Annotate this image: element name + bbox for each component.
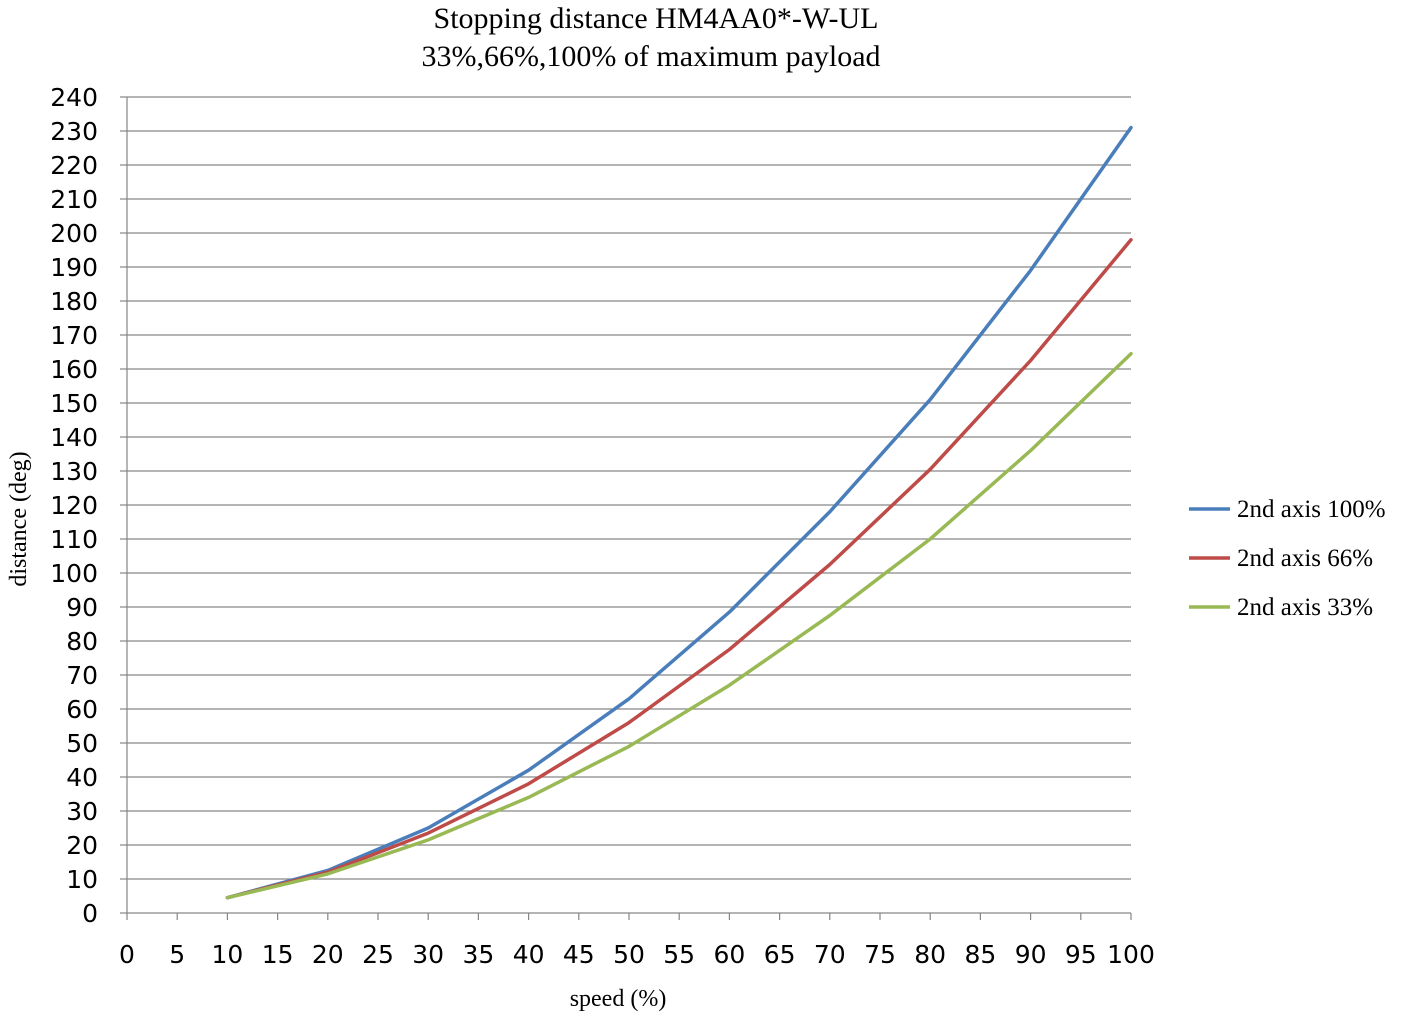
chart-subtitle: 33%,66%,100% of maximum payload	[421, 40, 880, 73]
y-tick-label: 30	[66, 797, 98, 826]
y-tick-label: 70	[66, 661, 98, 690]
x-tick-label: 35	[462, 940, 494, 969]
x-tick-label: 80	[914, 940, 946, 969]
x-tick-label: 95	[1065, 940, 1097, 969]
y-tick-label: 160	[50, 355, 98, 384]
x-tick-label: 10	[211, 940, 243, 969]
legend: 2nd axis 100% 2nd axis 66% 2nd axis 33%	[1189, 496, 1386, 621]
y-tick-label: 200	[50, 219, 98, 248]
x-tick-label: 5	[169, 940, 185, 969]
y-tick-label: 170	[50, 321, 98, 350]
x-tick-label: 0	[119, 940, 135, 969]
x-tick-label: 55	[663, 940, 695, 969]
gridlines	[127, 96, 1131, 880]
y-tick-label: 220	[50, 151, 98, 180]
chart-title: Stopping distance HM4AA0*-W-UL	[434, 2, 879, 35]
y-tick-label: 240	[50, 83, 98, 112]
x-tick-label: 20	[312, 940, 344, 969]
series-line-3	[225, 351, 1133, 900]
y-tick-label: 130	[50, 457, 98, 486]
y-tick-label: 190	[50, 253, 98, 282]
axes	[120, 96, 1132, 920]
series-line-2	[225, 238, 1133, 900]
y-tick-label: 230	[50, 117, 98, 146]
y-axis-title: distance (deg)	[6, 451, 32, 586]
y-tick-label: 110	[50, 525, 98, 554]
y-tick-label: 120	[50, 491, 98, 520]
x-tick-label: 40	[513, 940, 545, 969]
y-tick-label: 20	[66, 831, 98, 860]
x-axis-title: speed (%)	[570, 986, 667, 1012]
y-tick-label: 90	[66, 593, 98, 622]
y-tick-label: 210	[50, 185, 98, 214]
x-tick-label: 30	[412, 940, 444, 969]
y-tick-label: 10	[66, 865, 98, 894]
series-lines	[225, 125, 1133, 900]
legend-label: 2nd axis 100%	[1237, 496, 1386, 523]
x-tick-label: 15	[262, 940, 294, 969]
series-line-1	[225, 125, 1133, 900]
x-tick-label: 85	[964, 940, 996, 969]
legend-entry: 2nd axis 33%	[1189, 594, 1373, 621]
y-tick-label: 50	[66, 729, 98, 758]
y-tick-label: 180	[50, 287, 98, 316]
y-tick-label: 60	[66, 695, 98, 724]
x-tick-label: 60	[713, 940, 745, 969]
y-tick-label: 140	[50, 423, 98, 452]
y-tick-label: 0	[82, 899, 98, 928]
x-tick-label: 25	[362, 940, 394, 969]
y-tick-label: 150	[50, 389, 98, 418]
legend-entry: 2nd axis 100%	[1189, 496, 1386, 523]
x-tick-labels: 0 5 10 15 20 25 30 35 40 45 50 55 60 65 70 75 80 85 90 95 10…	[119, 940, 1155, 969]
x-tick-label: 100	[1107, 940, 1155, 969]
y-tick-label: 40	[66, 763, 98, 792]
y-tick-label: 80	[66, 627, 98, 656]
legend-entry: 2nd axis 66%	[1189, 545, 1373, 572]
x-tick-label: 65	[764, 940, 796, 969]
x-tick-label: 70	[814, 940, 846, 969]
x-tick-label: 90	[1015, 940, 1047, 969]
x-tick-label: 75	[864, 940, 896, 969]
x-tick-label: 45	[563, 940, 595, 969]
x-tick-label: 50	[613, 940, 645, 969]
legend-label: 2nd axis 66%	[1237, 545, 1373, 572]
legend-label: 2nd axis 33%	[1237, 594, 1373, 621]
y-tick-label: 100	[50, 559, 98, 588]
y-tick-labels: 0 10 20 30 40 50 60 70 80 90 100 110 120 130 140 150 160…	[50, 83, 98, 928]
